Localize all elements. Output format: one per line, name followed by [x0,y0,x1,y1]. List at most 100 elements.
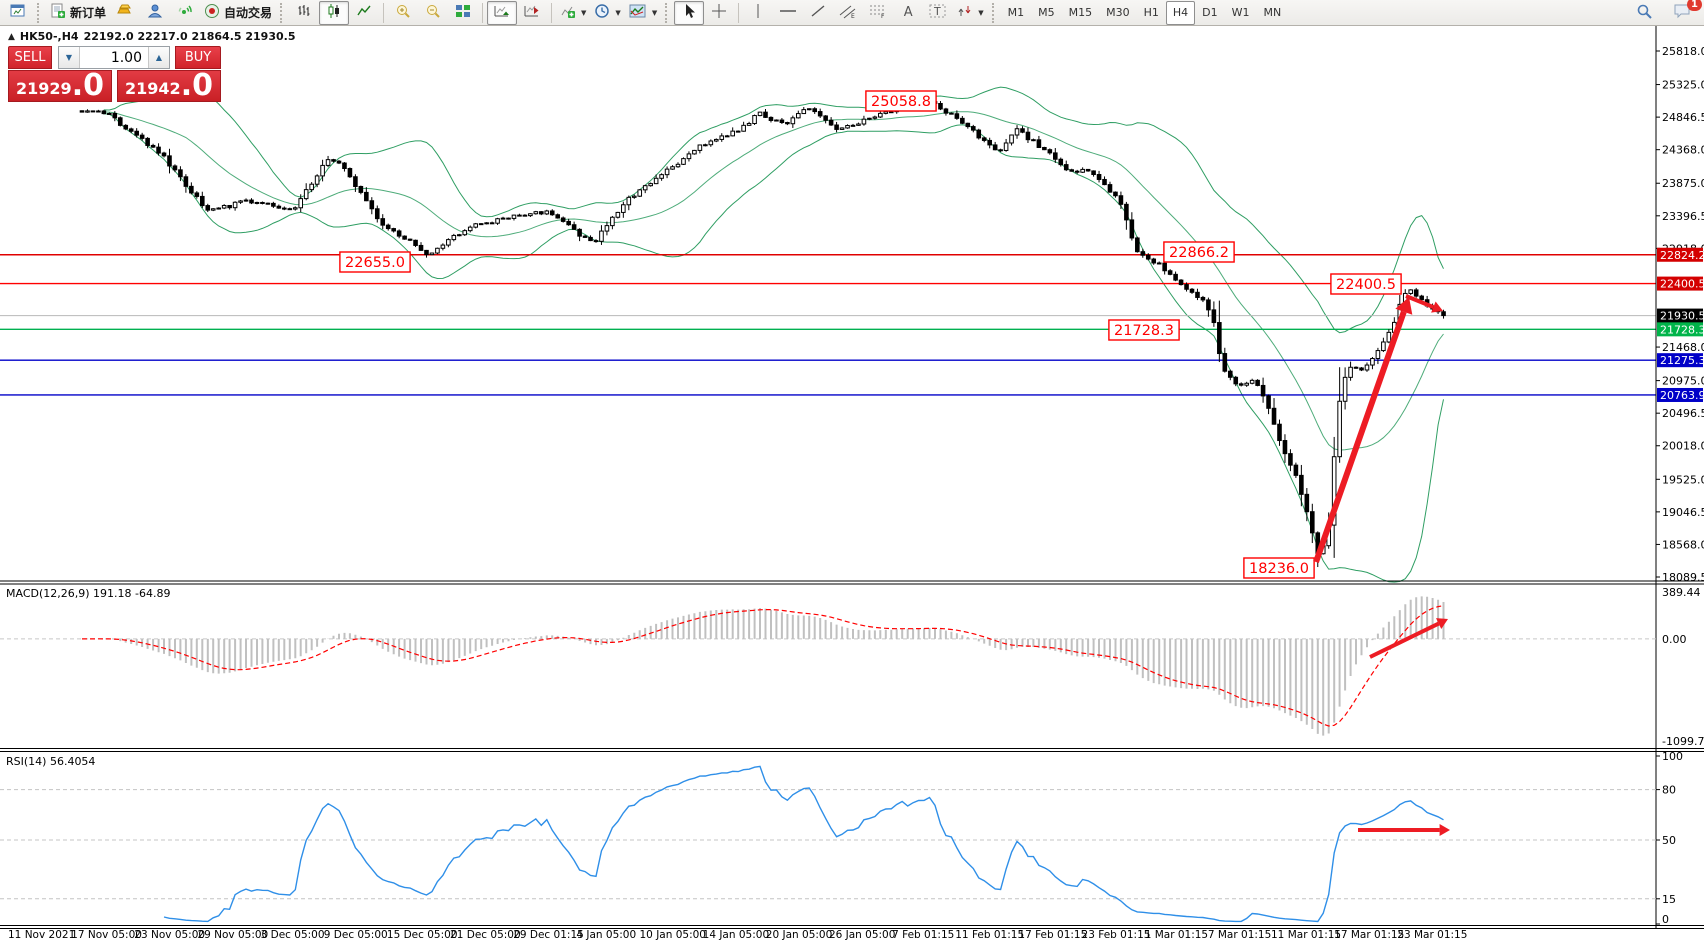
bollinger-middle-line [103,111,1444,451]
crosshair-icon [711,3,727,22]
svg-text:23396.5: 23396.5 [1662,210,1704,223]
svg-text:18236.0: 18236.0 [1249,561,1309,577]
trend-arrow-rally[interactable] [1313,297,1413,563]
arrows-tool-button[interactable]: ▼ [953,1,987,25]
crosshair-tool-button[interactable] [704,1,734,25]
chat-unread-badge: 1 [1687,0,1702,11]
trend-arrow-macd[interactable] [1369,618,1448,659]
chart-shift-button[interactable] [517,1,547,25]
bar-chart-button[interactable] [289,1,319,25]
cursor-tool-button[interactable] [674,0,705,25]
svg-text:F: F [881,13,885,19]
svg-text:11 Feb 01:15: 11 Feb 01:15 [955,929,1024,941]
gold-button[interactable] [110,1,140,25]
trendline-icon [810,3,826,22]
chat-button[interactable]: 1 [1667,0,1702,25]
svg-text:20496.5: 20496.5 [1662,407,1704,420]
price-badge-22400.5: 22400.5 [1657,276,1704,291]
svg-text:24846.5: 24846.5 [1662,111,1704,124]
tab-timeframe-m30[interactable]: M30 [1106,6,1130,19]
symbol-name: HK50-,H4 [19,30,79,43]
toolbar-grip [665,2,670,23]
candlestick-series [79,99,1446,568]
price-annotation-22655.0[interactable]: 22655.0 [339,251,411,273]
svg-text:17 Mar 01:15: 17 Mar 01:15 [1334,929,1404,941]
hline-tool-button[interactable] [773,1,803,25]
svg-text:4 Jan 05:00: 4 Jan 05:00 [576,929,636,941]
collapse-triangle-icon: ▲ [8,31,15,42]
trend-arrow-rsi[interactable] [1358,824,1450,836]
dropdown-caret-icon: ▼ [978,8,984,17]
svg-text:-1099.78: -1099.78 [1662,735,1704,748]
svg-text:21930.5: 21930.5 [1660,310,1704,323]
buy-price-display[interactable]: 21942 .0 [117,70,221,102]
fibonacci-tool-button[interactable]: F [863,1,893,25]
line-chart-button[interactable] [349,1,379,25]
symbol-header: ▲ HK50-,H4 22192.0 22217.0 21864.5 21930… [8,30,295,43]
text-label-tool-button[interactable]: T [923,1,953,25]
templates-button[interactable]: ▼ [625,1,661,25]
svg-text:25325.0: 25325.0 [1662,79,1704,92]
tab-timeframe-m5[interactable]: M5 [1038,6,1055,19]
search-button[interactable] [1629,1,1659,25]
volume-increase-button[interactable]: ▲ [148,47,169,68]
new-order-button[interactable]: 新订单 [46,1,110,25]
one-click-trade-panel: SELL ▼ ▲ BUY 21929 .0 21942 .0 [8,46,221,102]
candlestick-chart-button[interactable] [319,0,350,25]
svg-text:21 Dec 05:00: 21 Dec 05:00 [450,929,521,941]
price-annotation-21728.3[interactable]: 21728.3 [1108,319,1180,341]
tile-windows-button[interactable] [448,1,478,25]
text-tool-button[interactable]: A [893,1,923,25]
chart-area[interactable]: 25818.0 25325.0 24846.5 24368.0 23875.0 23396… [0,26,1704,942]
zoom-in-button[interactable] [388,1,418,25]
vline-tool-button[interactable] [743,1,773,25]
svg-text:20018.0: 20018.0 [1662,440,1704,453]
volume-input[interactable] [80,47,148,68]
buy-button[interactable]: BUY [175,46,221,69]
price-annotation-22866.2[interactable]: 22866.2 [1163,241,1235,263]
indicators-button[interactable]: ▼ [556,1,590,25]
svg-text:0.00: 0.00 [1662,633,1687,646]
sell-price-display[interactable]: 21929 .0 [8,70,112,102]
symbol-ohlc: 22192.0 22217.0 21864.5 21930.5 [83,30,296,43]
periods-button[interactable]: ▼ [590,1,624,25]
bollinger-lower-line [103,113,1444,583]
autotrade-button[interactable]: 自动交易 [200,1,276,25]
arrows-icon [957,3,973,22]
tab-timeframe-w1[interactable]: W1 [1231,6,1250,19]
bollinger-bands [103,86,1444,583]
svg-text:9 Dec 05:00: 9 Dec 05:00 [324,929,388,941]
zoom-out-icon [425,3,441,22]
horizontal-lines[interactable] [0,254,1656,396]
channel-tool-button[interactable]: E [833,1,863,25]
community-button[interactable] [140,1,170,25]
volume-decrease-button[interactable]: ▼ [59,47,80,68]
tab-timeframe-m15[interactable]: M15 [1068,6,1093,19]
tab-timeframe-mn[interactable]: MN [1263,6,1282,19]
toolbar-separator [383,2,385,23]
svg-text:24368.0: 24368.0 [1662,144,1704,157]
auto-scroll-button[interactable] [487,0,518,25]
autotrade-label: 自动交易 [224,6,273,20]
tab-timeframe-d1[interactable]: D1 [1202,6,1218,19]
sell-button[interactable]: SELL [8,46,52,69]
svg-text:18089.5: 18089.5 [1662,571,1704,584]
trend-arrow-pullback[interactable] [1405,294,1443,313]
chart-canvas[interactable]: 25818.0 25325.0 24846.5 24368.0 23875.0 23396… [0,26,1704,942]
zoom-out-button[interactable] [418,1,448,25]
price-annotation-22400.5[interactable]: 22400.5 [1330,273,1402,295]
template-icon [629,3,647,22]
svg-text:3 Dec 05:00: 3 Dec 05:00 [261,929,325,941]
signal-button[interactable] [170,1,200,25]
price-annotation-25058.8[interactable]: 25058.8 [865,90,937,112]
tab-timeframe-m1[interactable]: M1 [1007,6,1025,19]
tab-timeframe-h4[interactable]: H4 [1165,0,1196,25]
chart-shift-icon [523,3,541,22]
svg-text:80: 80 [1662,784,1676,797]
macd-axis: MACD(12,26,9) 191.18 -64.89 389.44 0.00 -10… [6,586,1704,748]
chart-window-button[interactable] [3,1,33,25]
tab-timeframe-h1[interactable]: H1 [1143,6,1159,19]
bollinger-upper-line [103,86,1444,334]
trendline-tool-button[interactable] [803,1,833,25]
price-annotation-18236.0[interactable]: 18236.0 [1243,557,1315,579]
